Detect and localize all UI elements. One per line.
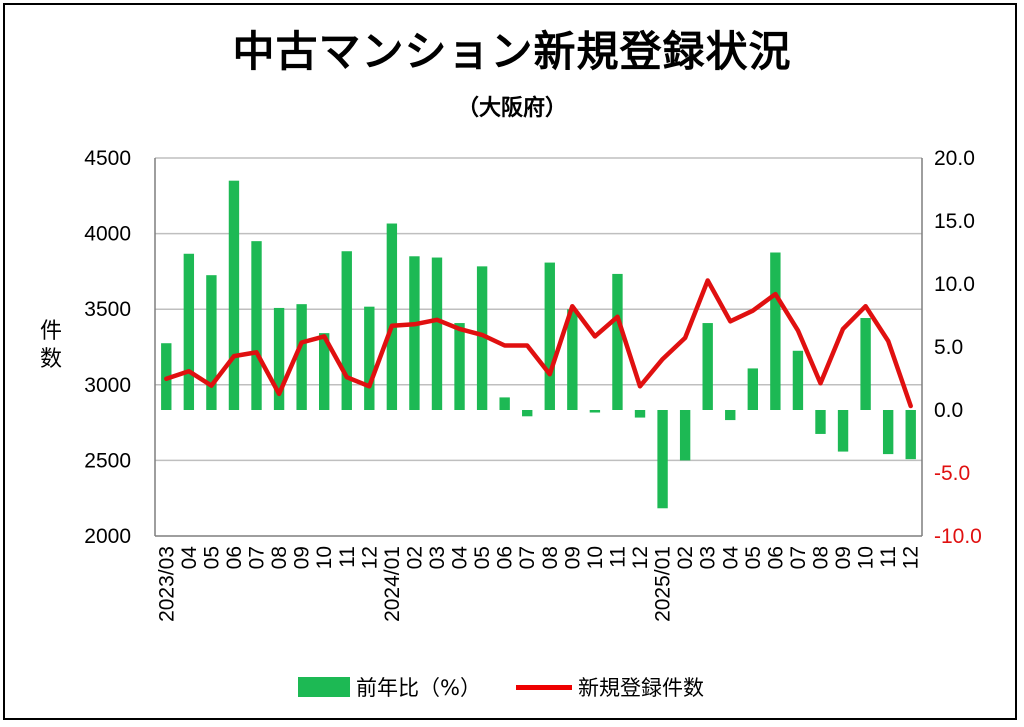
x-tick-label: 05 [200, 546, 223, 569]
x-tick-label: 04 [178, 546, 201, 570]
x-tick-label: 07 [246, 546, 269, 569]
legend-item-bar: 前年比（%） [298, 670, 481, 704]
x-tick-label: 06 [764, 546, 787, 569]
chart-subtitle: （大阪府） [456, 96, 567, 121]
y-right-tick-label: 10.0 [934, 273, 975, 296]
x-tick-label: 12 [358, 546, 381, 569]
x-tick-label: 11 [606, 546, 629, 568]
x-tick-label: 02 [674, 546, 697, 569]
x-tick-label: 09 [291, 546, 314, 569]
legend-item-line: 新規登録件数 [516, 670, 704, 704]
x-tick-label: 05 [471, 546, 494, 569]
x-tick-label: 12 [900, 546, 923, 569]
x-tick-label: 04 [449, 546, 472, 570]
bar [634, 410, 646, 418]
bar [499, 397, 510, 410]
legend-bar-label: 前年比（%） [356, 676, 481, 700]
chart-frame [3, 3, 1017, 720]
bar [522, 410, 533, 417]
x-tick-label: 2025/01 [652, 546, 675, 622]
y-left-tick-label: 3500 [84, 298, 131, 321]
x-tick-label: 12 [629, 546, 652, 569]
x-tick-label: 07 [787, 546, 810, 569]
x-tick-label: 06 [223, 546, 246, 569]
y-right-tick-label: 20.0 [934, 147, 975, 170]
bar [341, 251, 352, 410]
x-tick-label: 2023/03 [155, 546, 178, 622]
y-left-tick-label: 2500 [84, 449, 131, 472]
bar [431, 257, 443, 410]
y-left-tick-label: 4500 [84, 147, 131, 170]
x-tick-label: 03 [697, 546, 720, 569]
bar [544, 262, 555, 410]
y-right-tick-label: -5.0 [934, 462, 970, 485]
bar [860, 318, 871, 410]
bar [589, 410, 601, 413]
x-tick-label: 05 [742, 546, 765, 569]
y-left-tick-label: 4000 [84, 223, 131, 246]
bar [364, 306, 375, 410]
bar [882, 410, 894, 455]
y-right-tick-label: 5.0 [934, 336, 963, 359]
y-right-tick-label: 0.0 [934, 399, 963, 422]
bar [725, 410, 736, 421]
y-right-tick-label: -10.0 [934, 525, 982, 548]
bar [476, 266, 488, 410]
x-tick-label: 08 [809, 546, 832, 569]
bar [206, 275, 217, 410]
bar [296, 304, 307, 410]
bar [386, 223, 398, 410]
bar [183, 253, 195, 410]
chart-title: 中古マンション新規登録状況 [232, 27, 792, 76]
x-tick-label: 08 [268, 546, 291, 569]
bar [747, 368, 758, 410]
x-tick-label: 10 [855, 546, 878, 569]
x-tick-label: 09 [561, 546, 584, 569]
bar [454, 323, 465, 410]
x-tick-label: 03 [426, 546, 449, 569]
bar [770, 252, 781, 410]
x-tick-label: 04 [719, 546, 742, 570]
x-tick-label: 10 [584, 546, 607, 569]
y-left-tick-label: 3000 [84, 374, 131, 397]
bar [251, 241, 262, 410]
bar [319, 333, 330, 410]
bar [905, 410, 916, 460]
bar [815, 410, 826, 434]
x-tick-label: 07 [516, 546, 539, 569]
y-right-tick-label: 15.0 [934, 210, 975, 233]
bar [657, 410, 668, 509]
x-tick-label: 09 [832, 546, 855, 569]
bar [792, 350, 804, 410]
y-axis-label-char: 数 [39, 347, 62, 372]
bar [273, 307, 285, 410]
x-tick-label: 11 [877, 546, 900, 568]
x-tick-label: 2024/01 [381, 546, 404, 622]
y-axis-label: 件 数 [38, 318, 64, 374]
x-tick-label: 08 [539, 546, 562, 569]
bar [702, 323, 713, 410]
legend-line-swatch [516, 684, 572, 690]
bar [837, 410, 849, 452]
bar [409, 256, 420, 410]
x-tick-label: 10 [313, 546, 336, 569]
x-tick-label: 02 [403, 546, 426, 569]
y-left-tick-label: 2000 [84, 525, 131, 548]
x-tick-label: 06 [494, 546, 517, 569]
y-axis-label-char: 件 [39, 319, 62, 344]
bar [228, 180, 240, 410]
legend: 前年比（%） 新規登録件数 [0, 670, 1024, 704]
legend-line-label: 新規登録件数 [578, 676, 704, 700]
bar [679, 410, 691, 461]
legend-bar-swatch [298, 677, 350, 697]
bar [612, 273, 623, 410]
series-line [164, 278, 913, 409]
bar [567, 309, 578, 410]
x-tick-label: 11 [336, 546, 359, 568]
